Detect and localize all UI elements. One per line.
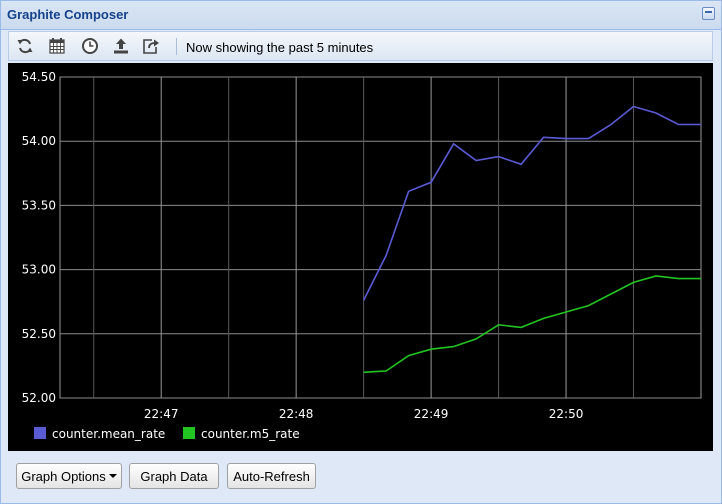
bottom-toolbar: Graph Options Graph Data Auto-Refresh [1, 453, 721, 503]
legend-swatch [183, 427, 195, 439]
collapse-icon[interactable] [702, 7, 715, 20]
refresh-icon[interactable] [14, 36, 36, 56]
y-tick-label: 54.50 [22, 70, 56, 84]
legend-label: counter.m5_rate [201, 427, 300, 441]
series-line-counter-mean-rate [362, 105, 701, 301]
window-titlebar: Graphite Composer [1, 1, 721, 30]
x-tick-label: 22:48 [279, 407, 314, 421]
clock-icon[interactable] [79, 36, 101, 56]
graph-data-button[interactable]: Graph Data [129, 463, 219, 489]
legend-swatch [34, 427, 46, 439]
calendar-icon[interactable] [46, 36, 68, 56]
graph-image[interactable]: 52.00 52.50 53.00 53.50 54.00 54.50 22:47 22:48… [8, 63, 713, 451]
y-tick-label: 54.00 [22, 134, 56, 148]
dropdown-caret-icon [108, 474, 117, 478]
window-title: Graphite Composer [7, 7, 129, 22]
x-tick-label: 22:47 [144, 407, 179, 421]
composer-toolbar: Now showing the past 5 minutes [8, 31, 713, 61]
x-tick-label: 22:50 [549, 407, 584, 421]
x-tick-label: 22:49 [414, 407, 449, 421]
legend-label: counter.mean_rate [52, 427, 165, 441]
series-line-counter-m5-rate [363, 275, 701, 374]
graph-options-label: Graph Options [21, 468, 106, 484]
y-tick-label: 53.00 [22, 263, 56, 277]
share-icon[interactable] [140, 36, 162, 56]
auto-refresh-button[interactable]: Auto-Refresh [227, 463, 316, 489]
graph-options-button[interactable]: Graph Options [16, 463, 122, 489]
upload-icon[interactable] [110, 36, 132, 56]
y-tick-label: 52.00 [22, 391, 56, 405]
plot-frame [59, 76, 702, 399]
line-chart: 52.00 52.50 53.00 53.50 54.00 54.50 22:47 22:48… [22, 70, 702, 441]
time-range-status: Now showing the past 5 minutes [186, 40, 374, 55]
y-tick-label: 52.50 [22, 327, 56, 341]
toolbar-separator [176, 38, 177, 55]
y-tick-label: 53.50 [22, 198, 56, 212]
